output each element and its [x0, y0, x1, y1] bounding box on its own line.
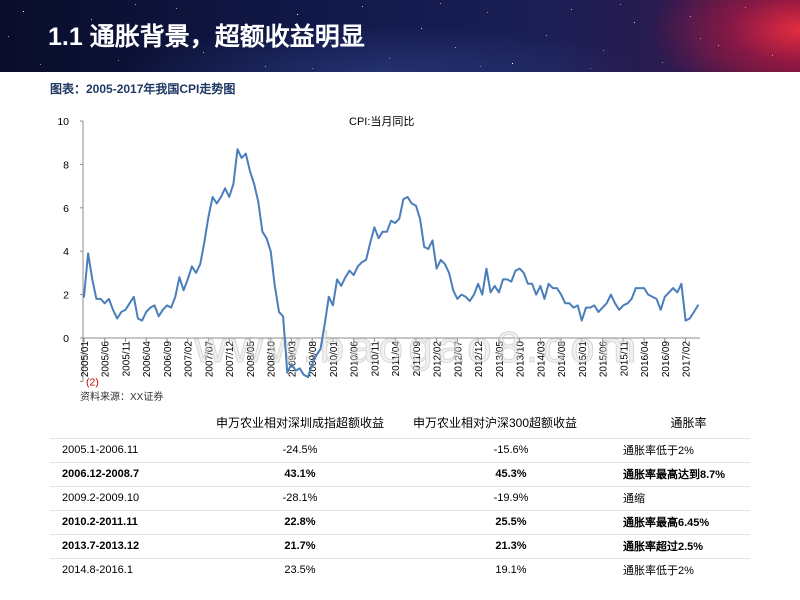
source-note: 资料来源：XX证券: [80, 392, 164, 403]
x-tick-label: 2006/04: [142, 341, 153, 378]
x-tick-label: 2005/11: [121, 341, 132, 377]
x-tick-label: 2015/01: [578, 341, 589, 378]
szci-excess-cell: 43.1%: [284, 468, 316, 480]
csi300-excess-cell: 21.3%: [495, 540, 527, 552]
period-cell: 2006.12-2008.7: [62, 468, 140, 480]
table-row: 2013.7-2013.12 21.7% 21.3% 通胀率超过2.5%: [50, 534, 750, 558]
inflation-cell: 通缩: [623, 493, 645, 505]
y-tick-label: 6: [63, 203, 69, 215]
y-tick-label: 8: [63, 159, 69, 171]
x-tick-label: 2008/05: [246, 341, 257, 378]
csi300-excess-cell: -19.9%: [493, 492, 529, 504]
csi300-excess-cell: 25.5%: [495, 516, 527, 528]
csi300-excess-cell: -15.6%: [493, 444, 529, 456]
x-tick-label: 2012/02: [433, 341, 444, 378]
y-tick-label: 4: [63, 246, 69, 258]
x-tick-label: 2014/03: [536, 341, 547, 378]
inflation-cell: 通胀率低于2%: [623, 445, 694, 457]
header-csi300-excess: 申万农业相对沪深300超额收益: [412, 416, 578, 430]
x-tick-label: 2007/02: [184, 341, 195, 378]
szci-excess-cell: 23.5%: [284, 564, 316, 577]
x-tick-label: 2015/11: [619, 341, 630, 377]
inflation-cell: 通胀率低于2%: [623, 565, 694, 578]
table-row: 2009.2-2009.10 -28.1% -19.9% 通缩: [50, 486, 750, 510]
table-row: 2006.12-2008.7 43.1% 45.3% 通胀率最高达到8.7%: [50, 462, 750, 486]
x-tick-label: 2007/07: [204, 341, 215, 378]
y-tick-label: 2: [63, 290, 69, 302]
x-tick-label: 2010/11: [370, 341, 381, 377]
series-line-cpi: [83, 148, 699, 379]
header-banner: 1.1 通胀背景，超额收益明显: [0, 0, 800, 72]
szci-excess-cell: -24.5%: [282, 444, 318, 456]
inflation-cell: 通胀率超过2.5%: [623, 541, 704, 553]
table-row: 2005.1-2006.11 -24.5% -15.6% 通胀率低于2%: [50, 438, 750, 462]
x-tick-label: 2016/04: [640, 341, 651, 378]
period-cell: 2005.1-2006.11: [62, 444, 139, 456]
header-inflation: 通胀率: [670, 416, 707, 430]
period-cell: 2014.8-2016.1: [62, 564, 133, 577]
x-tick-label: 2011/09: [412, 341, 423, 377]
x-tick-label: 2013/05: [495, 341, 506, 378]
x-tick-label: 2012/07: [453, 341, 464, 378]
x-tick-label: 2005/06: [101, 341, 112, 378]
slide-title: 1.1 通胀背景，超额收益明显: [48, 23, 365, 51]
watermark: www.baogao8.com: [194, 323, 642, 372]
table-header-empty: [50, 410, 200, 438]
x-tick-label: 2008/10: [267, 341, 278, 378]
excess-return-table: 申万农业相对深圳成指超额收益 申万农业相对沪深300超额收益 通胀率 2005.…: [50, 410, 750, 582]
x-tick-label: 2016/09: [661, 341, 672, 378]
csi300-excess-cell: 19.1%: [495, 564, 527, 577]
szci-excess-cell: -28.1%: [282, 492, 318, 504]
x-tick-label: 2012/12: [474, 341, 485, 378]
y-tick-label: 10: [57, 116, 69, 128]
y-tick-label: 0: [63, 333, 69, 345]
legend-label: CPI:当月同比: [349, 114, 414, 128]
csi300-excess-cell: 45.3%: [495, 468, 527, 480]
x-tick-label: 2011/04: [391, 341, 402, 377]
x-tick-label: 2015/06: [599, 341, 610, 378]
table-header-row: 申万农业相对深圳成指超额收益 申万农业相对沪深300超额收益 通胀率: [50, 410, 750, 438]
szci-excess-cell: 21.7%: [284, 540, 316, 552]
x-tick-label: 2007/12: [225, 341, 236, 378]
chart-series: [83, 148, 699, 379]
table-row: 2014.8-2016.1 23.5% 19.1% 通胀率低于2%: [50, 558, 750, 582]
szci-excess-cell: 22.8%: [284, 516, 316, 528]
x-tick-label: 2013/10: [516, 341, 527, 378]
inflation-cell: 通胀率最高6.45%: [623, 517, 710, 529]
chart-caption: 图表：2005-2017年我国CPI走势图: [50, 82, 236, 96]
cpi-line-chart: 10 8 6 4 2 0 (2)2005/01 2005/06 2005/11 2006/04 20…: [57, 114, 700, 388]
period-cell: 2013.7-2013.12: [62, 540, 140, 552]
x-tick-label: 2014/08: [557, 341, 568, 378]
header-szci-excess: 申万农业相对深圳成指超额收益: [215, 416, 384, 430]
period-cell: 2010.2-2011.11: [62, 516, 138, 528]
x-tick-label: 2005/01: [80, 341, 91, 378]
x-tick-label: 2010/01: [329, 341, 340, 378]
chart-axes: 10 8 6 4 2 0 (2)2005/01 2005/06 2005/11 2006/04 20…: [57, 116, 700, 388]
inflation-cell: 通胀率最高达到8.7%: [623, 469, 726, 481]
table-row: 2010.2-2011.11 22.8% 25.5% 通胀率最高6.45%: [50, 510, 750, 534]
x-tick-label: 2017/02: [682, 341, 693, 378]
x-tick-label: 2009/03: [287, 341, 298, 378]
x-tick-label: 2010/06: [350, 341, 361, 378]
period-cell: 2009.2-2009.10: [62, 492, 140, 504]
x-tick-label: 2006/09: [163, 341, 174, 378]
y-tick-label: (2): [86, 376, 99, 388]
